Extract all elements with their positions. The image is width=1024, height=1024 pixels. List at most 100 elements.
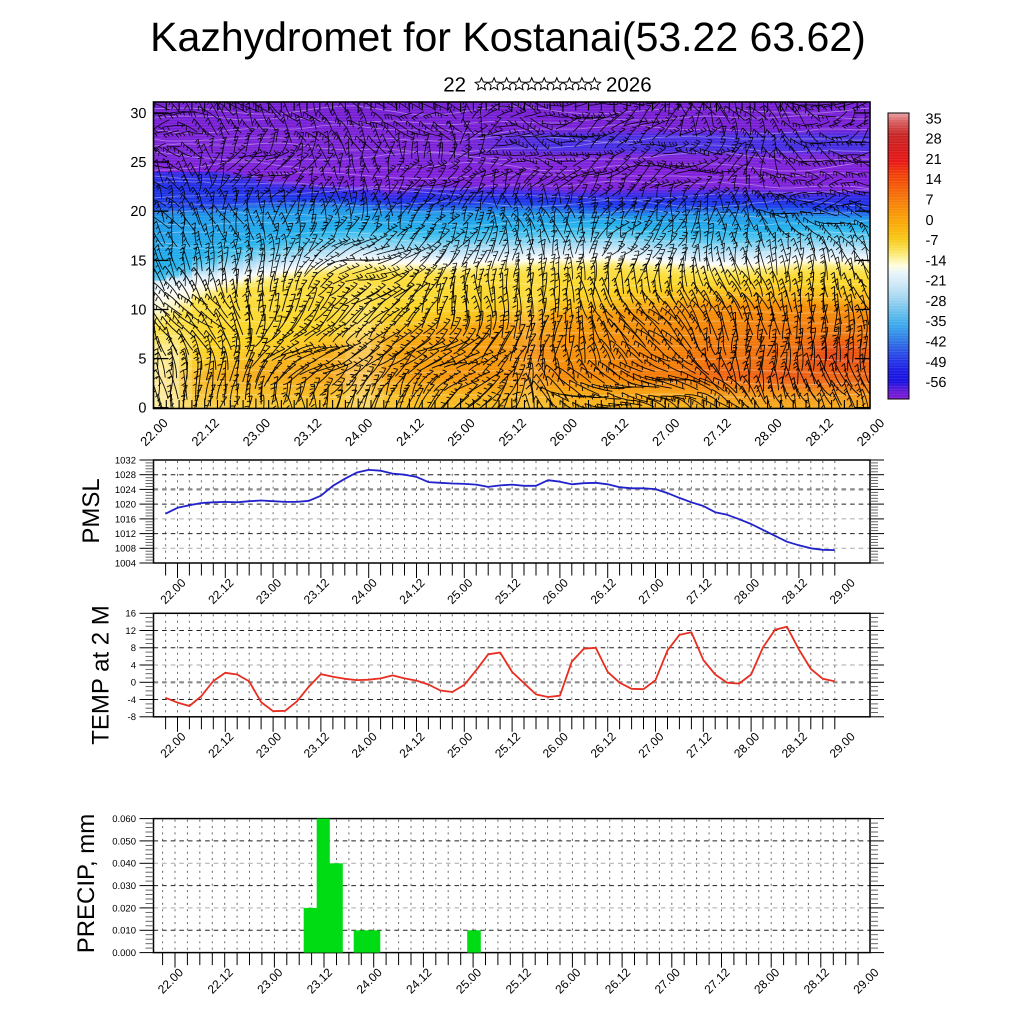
svg-text:26.00: 26.00 (540, 575, 571, 606)
svg-text:22.00: 22.00 (157, 575, 188, 606)
svg-text:1024: 1024 (115, 485, 136, 496)
svg-text:28: 28 (926, 132, 942, 148)
svg-text:0.020: 0.020 (112, 903, 136, 914)
svg-text:23.12: 23.12 (291, 415, 325, 449)
svg-text:PMSL: PMSL (78, 478, 105, 543)
svg-text:24.12: 24.12 (396, 729, 427, 760)
svg-text:26.00: 26.00 (552, 965, 583, 996)
svg-text:0: 0 (138, 401, 146, 417)
svg-text:8: 8 (131, 643, 136, 654)
svg-text:0: 0 (926, 213, 934, 229)
svg-text:22.00: 22.00 (157, 729, 188, 760)
svg-text:2026: 2026 (606, 74, 652, 97)
svg-text:-8: -8 (128, 712, 136, 723)
svg-text:28.12: 28.12 (779, 575, 810, 606)
svg-text:23.12: 23.12 (304, 965, 335, 996)
svg-text:0.060: 0.060 (112, 814, 136, 825)
svg-text:-4: -4 (128, 695, 136, 706)
svg-text:1004: 1004 (115, 558, 136, 569)
svg-text:PRECIP, mm: PRECIP, mm (73, 814, 100, 954)
svg-text:TEMP at 2 M: TEMP at 2 M (88, 605, 115, 745)
svg-text:24.12: 24.12 (393, 415, 427, 449)
svg-text:4: 4 (131, 660, 136, 671)
svg-text:27.00: 27.00 (649, 415, 683, 449)
svg-text:28.00: 28.00 (751, 415, 785, 449)
svg-text:25.00: 25.00 (444, 729, 475, 760)
svg-text:29.00: 29.00 (850, 965, 881, 996)
svg-text:26.12: 26.12 (588, 729, 619, 760)
svg-text:25.00: 25.00 (444, 415, 478, 449)
svg-text:23.12: 23.12 (301, 575, 332, 606)
svg-text:28.00: 28.00 (731, 729, 762, 760)
svg-text:1028: 1028 (115, 470, 136, 481)
svg-text:0.050: 0.050 (112, 836, 136, 847)
svg-text:29.00: 29.00 (827, 575, 858, 606)
svg-text:25.12: 25.12 (492, 575, 523, 606)
svg-text:0: 0 (131, 678, 136, 689)
svg-text:25: 25 (130, 155, 146, 171)
svg-text:26.12: 26.12 (602, 965, 633, 996)
svg-text:26.12: 26.12 (598, 415, 632, 449)
svg-text:27.00: 27.00 (652, 965, 683, 996)
svg-text:28.00: 28.00 (751, 965, 782, 996)
svg-text:29.00: 29.00 (827, 729, 858, 760)
svg-text:21: 21 (926, 152, 942, 168)
svg-text:27.12: 27.12 (683, 575, 714, 606)
svg-text:14: 14 (926, 172, 942, 188)
svg-text:16: 16 (125, 609, 136, 620)
svg-text:26.12: 26.12 (588, 575, 619, 606)
svg-text:10: 10 (130, 303, 146, 319)
svg-text:28.00: 28.00 (731, 575, 762, 606)
svg-text:27.12: 27.12 (700, 415, 734, 449)
svg-text:24.00: 24.00 (349, 729, 380, 760)
svg-text:-7: -7 (926, 233, 939, 249)
svg-text:-42: -42 (926, 335, 947, 351)
svg-text:-49: -49 (926, 355, 947, 371)
svg-text:0.040: 0.040 (112, 859, 136, 870)
svg-text:0.000: 0.000 (112, 948, 136, 959)
svg-text:25.00: 25.00 (453, 965, 484, 996)
svg-text:35: 35 (926, 111, 942, 127)
svg-text:26.00: 26.00 (540, 729, 571, 760)
svg-text:15: 15 (130, 253, 146, 269)
svg-text:-14: -14 (926, 253, 947, 269)
svg-text:24.12: 24.12 (396, 575, 427, 606)
svg-text:-35: -35 (926, 314, 947, 330)
svg-text:25.12: 25.12 (503, 965, 534, 996)
svg-text:27.00: 27.00 (635, 575, 666, 606)
svg-text:1032: 1032 (115, 455, 136, 466)
svg-text:23.00: 23.00 (253, 729, 284, 760)
svg-text:28.12: 28.12 (801, 965, 832, 996)
svg-text:23.00: 23.00 (254, 965, 285, 996)
svg-text:29.00: 29.00 (854, 415, 888, 449)
svg-text:24.00: 24.00 (342, 415, 376, 449)
svg-text:22.12: 22.12 (205, 965, 236, 996)
svg-text:27.12: 27.12 (701, 965, 732, 996)
svg-text:24.00: 24.00 (349, 575, 380, 606)
svg-text:-56: -56 (926, 375, 947, 391)
svg-text:1008: 1008 (115, 544, 136, 555)
svg-text:23.12: 23.12 (301, 729, 332, 760)
svg-text:1016: 1016 (115, 514, 136, 525)
svg-text:25.12: 25.12 (492, 729, 523, 760)
svg-text:22.00: 22.00 (137, 415, 171, 449)
svg-text:0.010: 0.010 (112, 926, 136, 937)
svg-text:0.030: 0.030 (112, 881, 136, 892)
svg-text:22.12: 22.12 (205, 575, 236, 606)
svg-text:1020: 1020 (115, 500, 136, 511)
svg-text:25.12: 25.12 (496, 415, 530, 449)
svg-text:26.00: 26.00 (547, 415, 581, 449)
svg-text:27.12: 27.12 (683, 729, 714, 760)
svg-text:12: 12 (125, 626, 136, 637)
svg-text:23.00: 23.00 (240, 415, 274, 449)
svg-text:28.12: 28.12 (779, 729, 810, 760)
svg-text:25.00: 25.00 (444, 575, 475, 606)
svg-text:20: 20 (130, 204, 146, 220)
svg-text:5: 5 (138, 352, 146, 368)
svg-text:30: 30 (130, 106, 146, 122)
svg-text:22.00: 22.00 (155, 965, 186, 996)
svg-text:1012: 1012 (115, 529, 136, 540)
svg-text:27.00: 27.00 (635, 729, 666, 760)
svg-text:22.12: 22.12 (188, 415, 222, 449)
svg-text:7: 7 (926, 193, 934, 209)
